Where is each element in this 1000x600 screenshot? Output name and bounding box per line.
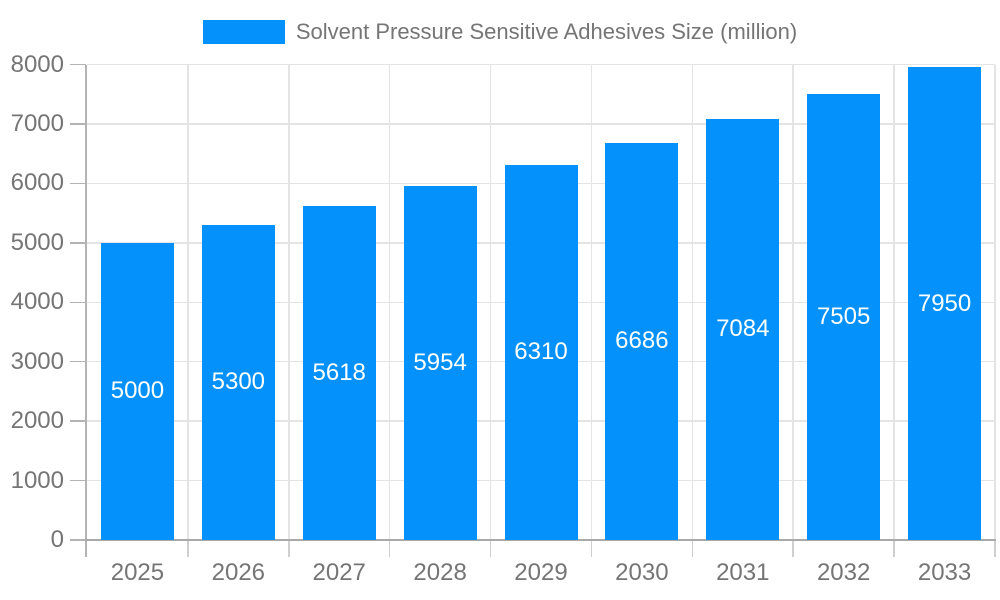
y-gridline [87,123,995,125]
bar-value-label: 7505 [816,302,871,330]
bar-value-label: 5000 [110,377,165,405]
y-tick-label: 1000 [10,466,64,494]
x-tick [792,540,794,557]
y-tick [70,182,86,185]
y-tick [70,242,86,244]
y-tick [70,539,86,541]
x-tick-label: 2033 [917,559,972,586]
x-tick [691,540,694,557]
bar [100,242,174,540]
y-tick-label: 0 [50,526,64,553]
y-axis-line [85,64,87,557]
x-tick-label: 2026 [211,559,266,586]
x-gridline [590,64,593,540]
legend-swatch [202,20,285,44]
x-tick-label: 2028 [413,559,467,586]
x-gridline [187,64,189,540]
x-tick [187,540,189,557]
bar-value-label: 6686 [615,327,669,355]
y-tick [70,123,86,125]
bar [201,224,275,540]
y-tick [70,420,86,422]
bar-value-label: 7084 [716,315,770,343]
x-tick [288,540,290,557]
bar-value-label: 6310 [514,338,568,366]
y-gridline [87,63,995,66]
x-tick [590,540,593,557]
y-tick-label: 4000 [10,288,64,316]
y-tick-label: 7000 [10,109,64,137]
x-gridline [388,64,391,540]
x-tick [388,540,391,557]
y-tick [70,301,86,303]
x-tick-label: 2029 [514,559,568,586]
x-tick-label: 2027 [312,559,366,586]
legend-label: Solvent Pressure Sensitive Adhesives Siz… [295,19,798,44]
x-tick-label: 2031 [716,559,770,586]
bar [302,206,376,540]
x-gridline [792,64,794,540]
x-tick-label: 2032 [816,559,871,586]
bar-value-label: 5954 [413,349,467,377]
x-gridline [489,64,492,540]
y-tick-label: 8000 [10,50,64,78]
y-tick-label: 6000 [10,169,64,197]
bar [706,118,780,540]
bar-value-label: 5300 [211,368,266,396]
x-tick [994,540,996,557]
bar [807,93,881,540]
x-tick [489,540,492,557]
y-tick [70,63,86,66]
x-gridline [288,64,290,540]
bar [908,67,982,540]
bar-value-label: 7950 [917,289,972,317]
bar [403,186,477,540]
bar [504,164,578,540]
y-tick-label: 3000 [10,347,64,375]
x-tick-label: 2030 [615,559,669,586]
bar [605,142,679,540]
x-tick-label: 2025 [110,559,165,586]
y-tick-label: 5000 [10,228,64,256]
legend: Solvent Pressure Sensitive Adhesives Siz… [0,19,1000,45]
x-gridline [893,64,895,540]
x-gridline [994,64,996,540]
y-tick [70,479,86,482]
y-tick [70,360,86,363]
bar-value-label: 5618 [312,359,366,387]
x-tick [893,540,895,557]
x-gridline [691,64,694,540]
y-tick-label: 2000 [10,407,64,435]
x-axis-line [85,539,996,541]
